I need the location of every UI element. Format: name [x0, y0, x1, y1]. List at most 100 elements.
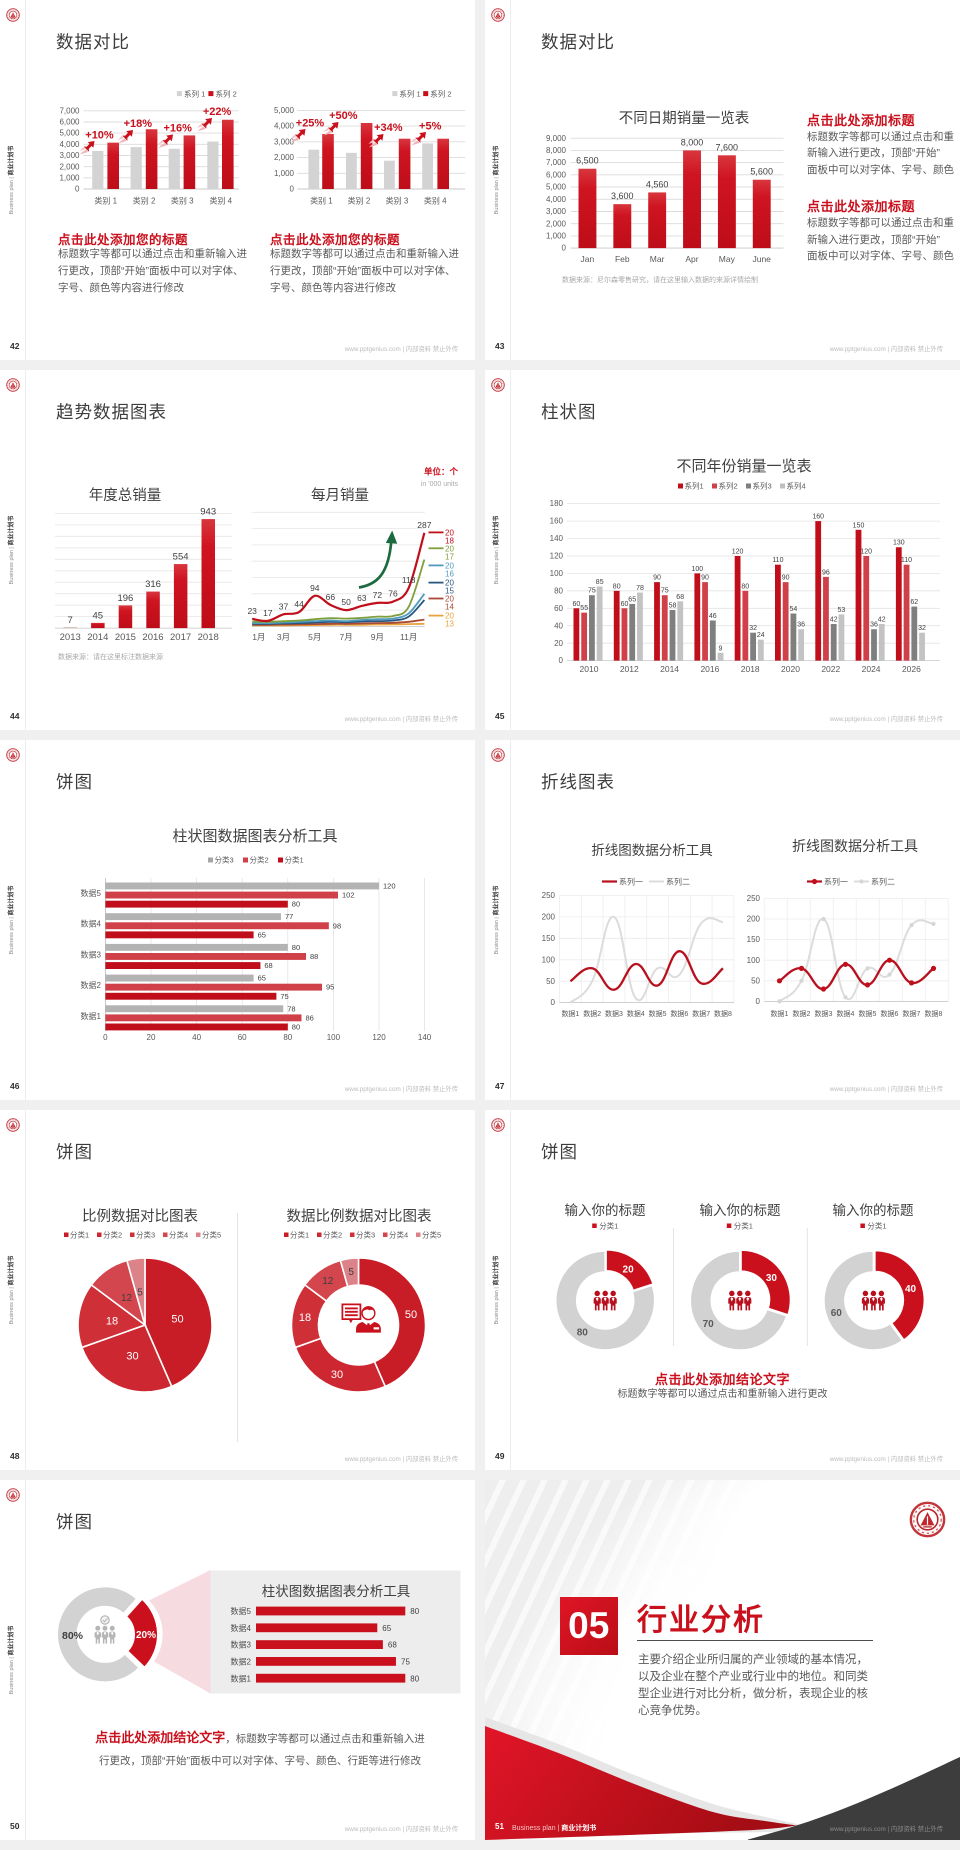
svg-text:分类3: 分类3: [136, 1230, 155, 1240]
svg-text:4,000: 4,000: [59, 140, 80, 149]
svg-text:32: 32: [918, 625, 926, 632]
svg-text:2012: 2012: [620, 664, 639, 674]
svg-text:7: 7: [68, 615, 73, 626]
svg-text:68: 68: [388, 1641, 397, 1650]
svg-text:8,000: 8,000: [546, 146, 567, 155]
svg-text:2,000: 2,000: [59, 162, 80, 171]
svg-text:150: 150: [747, 935, 761, 944]
svg-text:80%: 80%: [62, 1630, 84, 1642]
svg-text:32: 32: [749, 625, 757, 632]
svg-text:120: 120: [860, 549, 872, 556]
svg-text:系列二: 系列二: [871, 877, 895, 887]
svg-text:150: 150: [853, 522, 865, 529]
svg-text:3,000: 3,000: [546, 207, 567, 216]
svg-text:86: 86: [306, 1013, 314, 1022]
svg-text:9,000: 9,000: [546, 134, 567, 143]
svg-text:554: 554: [173, 552, 189, 563]
svg-text:180: 180: [550, 499, 564, 508]
svg-text:50: 50: [405, 1309, 417, 1321]
svg-text:数据2: 数据2: [583, 1009, 601, 1018]
svg-text:68: 68: [676, 594, 684, 601]
svg-text:0: 0: [290, 185, 295, 194]
svg-text:2017: 2017: [170, 632, 191, 643]
svg-text:80: 80: [410, 1607, 419, 1616]
svg-text:85: 85: [596, 579, 604, 586]
svg-text:数据1: 数据1: [81, 1011, 102, 1021]
svg-text:118: 118: [402, 575, 416, 585]
svg-text:2,000: 2,000: [274, 153, 295, 162]
svg-text:80: 80: [577, 1328, 589, 1339]
svg-text:17: 17: [263, 608, 273, 618]
svg-text:分类5: 分类5: [202, 1230, 221, 1240]
svg-text:36: 36: [870, 622, 878, 629]
svg-text:50: 50: [341, 597, 351, 607]
svg-text:196: 196: [117, 593, 133, 604]
svg-text:75: 75: [661, 588, 669, 595]
svg-text:+18%: +18%: [124, 118, 153, 130]
svg-text:54: 54: [790, 606, 798, 613]
svg-text:系列 1: 系列 1: [399, 88, 420, 98]
svg-text:12: 12: [121, 1293, 133, 1304]
svg-text:120: 120: [732, 549, 744, 556]
svg-text:12: 12: [322, 1276, 334, 1287]
svg-text:46: 46: [709, 613, 717, 620]
svg-text:140: 140: [550, 534, 564, 543]
svg-text:+5%: +5%: [419, 120, 442, 132]
svg-text:287: 287: [417, 520, 431, 530]
svg-text:68: 68: [264, 961, 272, 970]
svg-text:+16%: +16%: [163, 123, 192, 135]
svg-text:77: 77: [285, 912, 293, 921]
svg-text:2010: 2010: [580, 664, 599, 674]
svg-text:数据1: 数据1: [771, 1009, 789, 1018]
svg-text:类别 2: 类别 2: [133, 196, 156, 206]
svg-text:65: 65: [258, 974, 266, 983]
svg-text:40: 40: [192, 1033, 201, 1042]
svg-text:120: 120: [383, 882, 396, 891]
svg-text:140: 140: [418, 1033, 432, 1042]
svg-text:分类3: 分类3: [215, 855, 234, 865]
svg-text:100: 100: [550, 569, 564, 578]
svg-text:2016: 2016: [142, 632, 163, 643]
svg-text:50: 50: [751, 976, 760, 985]
svg-text:系列4: 系列4: [787, 481, 806, 491]
svg-text:20: 20: [445, 595, 454, 604]
svg-text:5: 5: [137, 1288, 143, 1299]
svg-text:数据3: 数据3: [815, 1009, 833, 1018]
svg-text:5,000: 5,000: [546, 183, 567, 192]
svg-text:65: 65: [382, 1624, 391, 1633]
svg-text:7,600: 7,600: [716, 142, 739, 152]
svg-text:23: 23: [247, 606, 257, 616]
svg-text:数据5: 数据5: [649, 1009, 667, 1018]
svg-text:2014: 2014: [660, 664, 679, 674]
svg-text:60: 60: [831, 1308, 843, 1319]
svg-text:18: 18: [299, 1312, 311, 1324]
svg-text:分类2: 分类2: [103, 1230, 122, 1240]
svg-text:50: 50: [546, 977, 555, 986]
svg-text:May: May: [719, 254, 736, 264]
svg-text:2,000: 2,000: [546, 219, 567, 228]
svg-text:June: June: [752, 254, 771, 264]
svg-text:5: 5: [348, 1267, 354, 1278]
svg-text:20: 20: [445, 579, 454, 588]
svg-text:分类2: 分类2: [250, 855, 269, 865]
svg-text:30: 30: [126, 1351, 138, 1363]
svg-text:系列1: 系列1: [685, 481, 704, 491]
svg-text:30: 30: [331, 1369, 343, 1381]
svg-text:数据7: 数据7: [903, 1009, 921, 1018]
svg-text:100: 100: [691, 566, 703, 573]
svg-text:分类1: 分类1: [867, 1221, 886, 1231]
svg-text:120: 120: [550, 552, 564, 561]
svg-text:数据4: 数据4: [627, 1009, 645, 1018]
svg-text:98: 98: [333, 921, 341, 930]
svg-text:数据2: 数据2: [231, 1657, 252, 1667]
svg-text:75: 75: [401, 1658, 410, 1667]
svg-text:分类5: 分类5: [422, 1230, 441, 1240]
svg-text:80: 80: [283, 1033, 292, 1042]
svg-text:0: 0: [562, 244, 567, 253]
svg-text:20: 20: [445, 528, 454, 537]
svg-text:系列一: 系列一: [619, 877, 643, 887]
svg-text:14: 14: [445, 603, 454, 612]
svg-text:45: 45: [93, 610, 104, 621]
svg-text:2018: 2018: [198, 632, 219, 643]
svg-text:Jan: Jan: [581, 254, 595, 264]
